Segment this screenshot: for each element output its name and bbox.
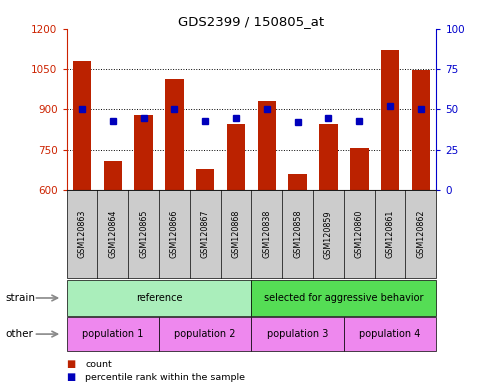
Bar [227,124,245,190]
Text: GSM120867: GSM120867 [201,210,210,258]
Text: ■: ■ [67,372,76,382]
Text: population 3: population 3 [267,329,328,339]
Text: GSM120868: GSM120868 [232,210,241,258]
Text: population 2: population 2 [175,329,236,339]
Bar [381,50,399,190]
Bar [412,70,430,190]
Text: reference: reference [136,293,182,303]
Text: GSM120865: GSM120865 [139,210,148,258]
Text: GSM120866: GSM120866 [170,210,179,258]
Text: GSM120858: GSM120858 [293,210,302,258]
Text: population 4: population 4 [359,329,421,339]
Text: strain: strain [5,293,35,303]
Text: other: other [5,329,33,339]
Text: ■: ■ [67,359,76,369]
Text: GSM120864: GSM120864 [108,210,117,258]
Bar [73,61,91,190]
Text: GSM120863: GSM120863 [77,210,86,258]
Text: GSM120859: GSM120859 [324,210,333,258]
Bar [165,78,184,190]
Text: GSM120838: GSM120838 [262,210,271,258]
Text: GSM120862: GSM120862 [417,210,425,258]
Text: count: count [85,359,112,369]
Bar [196,169,214,190]
Text: selected for aggressive behavior: selected for aggressive behavior [264,293,423,303]
Text: GSM120860: GSM120860 [355,210,364,258]
Bar [257,101,276,190]
Bar [350,147,368,190]
Bar [134,115,153,190]
Text: population 1: population 1 [82,329,143,339]
Title: GDS2399 / 150805_at: GDS2399 / 150805_at [178,15,324,28]
Text: percentile rank within the sample: percentile rank within the sample [85,372,246,382]
Bar [288,174,307,190]
Bar [104,161,122,190]
Bar [319,124,338,190]
Text: GSM120861: GSM120861 [386,210,394,258]
